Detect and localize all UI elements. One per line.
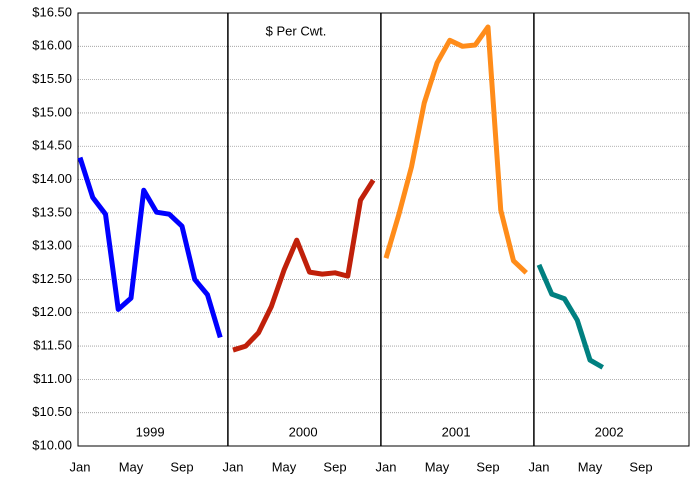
x-tick-label: May (272, 459, 297, 474)
x-tick-label: Sep (323, 459, 346, 474)
y-tick-label: $16.50 (32, 4, 72, 19)
x-tick-label: May (578, 459, 603, 474)
y-tick-label: $16.00 (32, 38, 72, 53)
series-line (232, 178, 376, 353)
y-tick-label: $11.00 (33, 371, 72, 386)
x-tick-label: Jan (223, 459, 244, 474)
x-tick-label: Sep (629, 459, 652, 474)
series-label: 2001 (442, 424, 471, 439)
y-tick-label: $15.50 (32, 71, 72, 86)
x-tick-label: Sep (476, 459, 499, 474)
x-tick-label: Jan (529, 459, 550, 474)
y-tick-label: $10.00 (32, 437, 72, 452)
x-tick-label: Jan (70, 459, 91, 474)
chart-subtitle: $ Per Cwt. (266, 23, 327, 38)
series-line (536, 263, 604, 370)
series-label: 2000 (289, 424, 318, 439)
y-tick-label: $14.00 (32, 171, 72, 186)
y-tick-label: $12.00 (32, 304, 72, 319)
series-line (77, 156, 223, 339)
series-line (383, 24, 528, 275)
y-tick-label: $14.50 (32, 138, 72, 153)
x-tick-label: May (119, 459, 144, 474)
y-tick-label: $10.50 (32, 404, 72, 419)
y-tick-label: $13.50 (32, 204, 72, 219)
y-tick-label: $13.00 (32, 238, 72, 253)
y-tick-label: $11.50 (33, 338, 72, 353)
series-label: 2002 (595, 424, 624, 439)
y-tick-label: $12.50 (32, 271, 72, 286)
x-tick-label: Jan (376, 459, 397, 474)
y-tick-label: $15.00 (32, 104, 72, 119)
plot-frame (77, 12, 690, 447)
x-tick-label: May (425, 459, 450, 474)
x-tick-label: Sep (170, 459, 193, 474)
series-label: 1999 (136, 424, 165, 439)
